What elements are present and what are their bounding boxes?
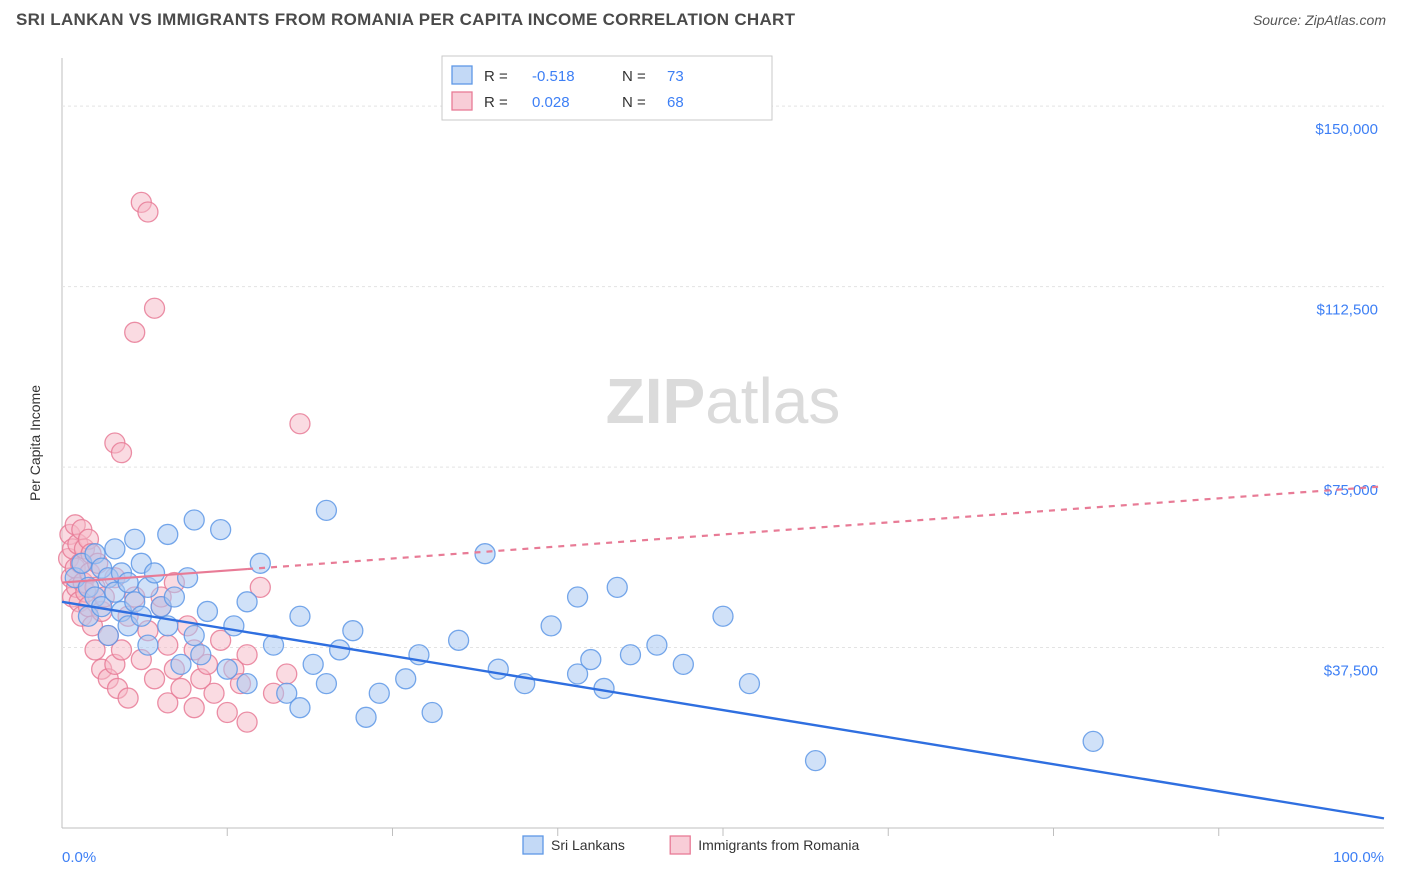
data-point	[290, 698, 310, 718]
legend-swatch	[452, 92, 472, 110]
data-point	[184, 626, 204, 646]
data-point	[224, 616, 244, 636]
data-point	[138, 202, 158, 222]
data-point	[568, 587, 588, 607]
data-point	[178, 568, 198, 588]
trend-line-dashed	[247, 486, 1384, 569]
y-tick-label: $37,500	[1324, 663, 1378, 680]
chart-source: Source: ZipAtlas.com	[1253, 12, 1386, 28]
data-point	[171, 678, 191, 698]
data-point	[111, 443, 131, 463]
data-point	[343, 621, 363, 641]
data-point	[316, 500, 336, 520]
data-point	[330, 640, 350, 660]
bottom-legend-swatch	[670, 836, 690, 854]
x-tick-label: 100.0%	[1333, 849, 1384, 866]
data-point	[217, 659, 237, 679]
bottom-legend-swatch	[523, 836, 543, 854]
data-point	[316, 674, 336, 694]
data-point	[184, 698, 204, 718]
data-point	[158, 635, 178, 655]
data-point	[369, 683, 389, 703]
legend-r-value: 0.028	[532, 94, 570, 111]
legend-n-label: N =	[622, 68, 646, 85]
data-point	[250, 553, 270, 573]
legend-swatch	[452, 66, 472, 84]
data-point	[290, 606, 310, 626]
data-point	[125, 322, 145, 342]
data-point	[1083, 731, 1103, 751]
data-point	[164, 587, 184, 607]
y-axis-label: Per Capita Income	[27, 385, 43, 501]
data-point	[488, 659, 508, 679]
data-point	[713, 606, 733, 626]
data-point	[422, 703, 442, 723]
data-point	[607, 577, 627, 597]
data-point	[158, 524, 178, 544]
chart-title: SRI LANKAN VS IMMIGRANTS FROM ROMANIA PE…	[16, 10, 795, 30]
data-point	[138, 635, 158, 655]
source-prefix: Source:	[1253, 12, 1305, 28]
data-point	[118, 688, 138, 708]
legend-n-label: N =	[622, 94, 646, 111]
data-point	[211, 520, 231, 540]
data-point	[145, 563, 165, 583]
data-point	[145, 669, 165, 689]
y-tick-label: $112,500	[1317, 302, 1378, 319]
source-name: ZipAtlas.com	[1305, 12, 1386, 28]
bottom-legend-label: Sri Lankans	[551, 837, 625, 853]
data-point	[237, 712, 257, 732]
y-tick-label: $75,000	[1324, 482, 1378, 499]
watermark: ZIPatlas	[606, 365, 841, 437]
correlation-scatter-chart: $37,500 $75,000 $112,500 $150,000 0.0% 100.0%…	[12, 38, 1394, 882]
chart-header: SRI LANKAN VS IMMIGRANTS FROM ROMANIA PE…	[0, 0, 1406, 36]
legend-r-value: -0.518	[532, 68, 575, 85]
data-point	[197, 601, 217, 621]
data-point	[303, 654, 323, 674]
data-point	[145, 298, 165, 318]
data-point	[184, 510, 204, 530]
data-point	[647, 635, 667, 655]
legend-n-value: 73	[667, 68, 684, 85]
data-point	[217, 703, 237, 723]
data-point	[806, 751, 826, 771]
data-point	[290, 414, 310, 434]
data-point	[356, 707, 376, 727]
trend-line	[62, 602, 1384, 819]
data-point	[171, 654, 191, 674]
data-point	[277, 664, 297, 684]
chart-container: $37,500 $75,000 $112,500 $150,000 0.0% 100.0%…	[12, 38, 1394, 882]
data-point	[125, 529, 145, 549]
data-point	[739, 674, 759, 694]
data-point	[673, 654, 693, 674]
data-point	[581, 650, 601, 670]
y-tick-label: $150,000	[1315, 121, 1378, 138]
data-point	[98, 626, 118, 646]
legend-r-label: R =	[484, 68, 508, 85]
legend-n-value: 68	[667, 94, 684, 111]
data-point	[541, 616, 561, 636]
data-point	[237, 645, 257, 665]
data-point	[475, 544, 495, 564]
legend-r-label: R =	[484, 94, 508, 111]
bottom-legend-label: Immigrants from Romania	[698, 837, 859, 853]
data-point	[105, 539, 125, 559]
x-tick-label: 0.0%	[62, 849, 96, 866]
data-point	[620, 645, 640, 665]
data-point	[118, 573, 138, 593]
data-point	[204, 683, 224, 703]
data-point	[449, 630, 469, 650]
data-point	[237, 592, 257, 612]
data-point	[191, 645, 211, 665]
data-point	[396, 669, 416, 689]
data-point	[237, 674, 257, 694]
